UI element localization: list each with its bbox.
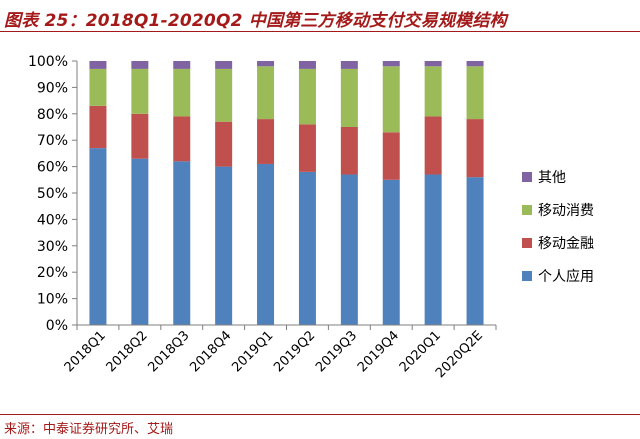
source-divider	[0, 414, 640, 415]
y-tick-label: 10%	[37, 292, 68, 308]
y-tick-label: 80%	[37, 107, 68, 123]
bar-2019q1-series-4	[257, 61, 275, 67]
y-tick-label: 20%	[37, 265, 68, 281]
stacked-bar-chart: 0%10%20%30%40%50%60%70%80%90%100%2018Q12…	[28, 54, 594, 381]
y-tick-label: 70%	[37, 133, 68, 149]
y-tick-label: 30%	[37, 239, 68, 255]
x-tick-label: 2018Q2	[104, 328, 151, 375]
bar-2019q3-series-1	[340, 174, 358, 325]
bar-2019q2-series-1	[298, 171, 316, 325]
x-tick-label: 2019Q2	[271, 328, 318, 375]
legend-label: 其他	[538, 170, 566, 186]
bar-2018q2-series-3	[131, 68, 149, 114]
legend-label: 移动消费	[538, 203, 594, 219]
bar-2018q4-series-2	[215, 121, 233, 167]
y-tick-label: 40%	[37, 212, 68, 228]
bar-2019q3-series-4	[340, 61, 358, 69]
bar-2019q4-series-1	[382, 179, 400, 325]
bar-2018q1-series-2	[89, 105, 107, 149]
figure-title: 图表 25：2018Q1-2020Q2 中国第三方移动支付交易规模结构	[4, 11, 507, 31]
bar-2019q4-series-2	[382, 132, 400, 180]
bar-2020q1-series-1	[424, 174, 442, 325]
bar-2018q1-series-4	[89, 61, 107, 69]
bar-2019q3-series-3	[340, 68, 358, 127]
y-tick-label: 50%	[37, 186, 68, 202]
legend-label: 移动金融	[538, 236, 594, 252]
legend-swatch	[522, 271, 532, 281]
bar-2020q2e-series-4	[466, 61, 484, 67]
bar-2019q1-series-1	[257, 163, 275, 325]
bar-2018q4-series-3	[215, 68, 233, 122]
legend-swatch	[522, 238, 532, 248]
x-tick-label: 2019Q3	[313, 328, 360, 375]
bar-2018q2-series-4	[131, 61, 149, 69]
bar-2019q2-series-3	[298, 68, 316, 125]
bar-2018q3-series-2	[173, 116, 191, 162]
x-tick-label: 2018Q3	[145, 328, 192, 375]
bars-layer	[89, 61, 484, 325]
bar-2020q1-series-2	[424, 116, 442, 175]
x-tick-label: 2019Q1	[229, 328, 276, 375]
x-tick-label: 2018Q4	[187, 328, 234, 375]
bar-2019q4-series-4	[382, 61, 400, 67]
title-divider	[0, 31, 640, 32]
bar-2019q2-series-4	[298, 61, 316, 69]
bar-2018q3-series-4	[173, 61, 191, 69]
bar-2020q2e-series-1	[466, 177, 484, 325]
bar-2020q2e-series-3	[466, 66, 484, 120]
bar-2018q3-series-1	[173, 161, 191, 325]
bar-2018q2-series-1	[131, 158, 149, 325]
bar-2020q2e-series-2	[466, 119, 484, 178]
bar-2019q4-series-3	[382, 66, 400, 133]
legend-swatch	[522, 172, 532, 182]
y-tick-label: 100%	[28, 54, 68, 70]
bar-2018q2-series-2	[131, 113, 149, 159]
y-tick-label: 60%	[37, 160, 68, 176]
bar-2020q1-series-3	[424, 66, 442, 117]
bar-2018q4-series-4	[215, 61, 233, 69]
x-tick-label: 2018Q1	[62, 328, 109, 375]
bar-2020q1-series-4	[424, 61, 442, 67]
y-tick-label: 0%	[46, 318, 68, 334]
bar-2018q1-series-1	[89, 148, 107, 325]
bar-2019q1-series-2	[257, 119, 275, 164]
bar-2019q3-series-2	[340, 127, 358, 175]
bar-2019q1-series-3	[257, 66, 275, 120]
bar-2019q2-series-2	[298, 124, 316, 172]
y-tick-label: 90%	[37, 80, 68, 96]
source-note: 来源：中泰证券研究所、艾瑞	[4, 422, 174, 437]
bar-2018q3-series-3	[173, 68, 191, 117]
bar-2018q1-series-3	[89, 68, 107, 106]
legend-swatch	[522, 205, 532, 215]
bar-2018q4-series-1	[215, 166, 233, 325]
legend-label: 个人应用	[538, 268, 594, 285]
x-tick-label: 2019Q4	[355, 328, 402, 375]
